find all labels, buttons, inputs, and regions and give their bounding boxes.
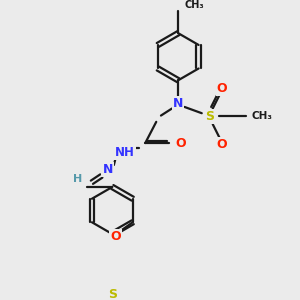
Text: NH: NH [115, 146, 135, 159]
Text: S: S [108, 288, 117, 300]
Text: CH₃: CH₃ [184, 0, 204, 10]
Text: N: N [102, 163, 113, 176]
Text: N: N [173, 97, 183, 110]
Text: H: H [73, 174, 83, 184]
Text: S: S [205, 110, 214, 123]
Text: O: O [175, 136, 186, 149]
Text: O: O [217, 82, 227, 94]
Text: CH₃: CH₃ [252, 111, 273, 122]
Text: O: O [110, 230, 121, 243]
Text: O: O [217, 138, 227, 151]
